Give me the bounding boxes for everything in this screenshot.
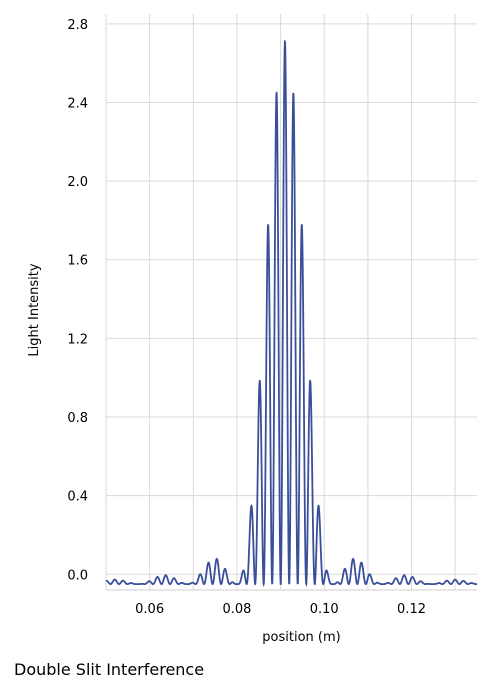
x-tick-label: 0.08: [222, 602, 251, 617]
y-tick-label: 0.0: [67, 568, 88, 583]
x-tick-label: 0.10: [310, 602, 339, 617]
x-tick-label: 0.12: [397, 602, 426, 617]
chart: 0.06 0.08 0.10 0.12 0.0 0.4 0.8 1.2 1.6 2.0 2.4 2.…: [27, 14, 477, 645]
y-axis-title: Light Intensity: [27, 263, 42, 356]
x-ticks: 0.06 0.08 0.10 0.12: [135, 602, 426, 617]
y-tick-label: 2.4: [67, 96, 88, 111]
chart-caption: Double Slit Interference: [14, 660, 205, 679]
y-tick-label: 2.0: [67, 175, 88, 190]
intensity-line: [105, 39, 477, 588]
x-axis-title: position (m): [262, 630, 340, 645]
y-tick-label: 1.6: [67, 254, 88, 269]
y-tick-label: 1.2: [67, 332, 88, 347]
y-ticks: 0.0 0.4 0.8 1.2 1.6 2.0 2.4 2.8: [67, 18, 88, 583]
x-tick-label: 0.06: [135, 602, 164, 617]
y-tick-label: 0.8: [67, 411, 88, 426]
y-tick-label: 0.4: [67, 490, 88, 505]
y-tick-label: 2.8: [67, 18, 88, 33]
